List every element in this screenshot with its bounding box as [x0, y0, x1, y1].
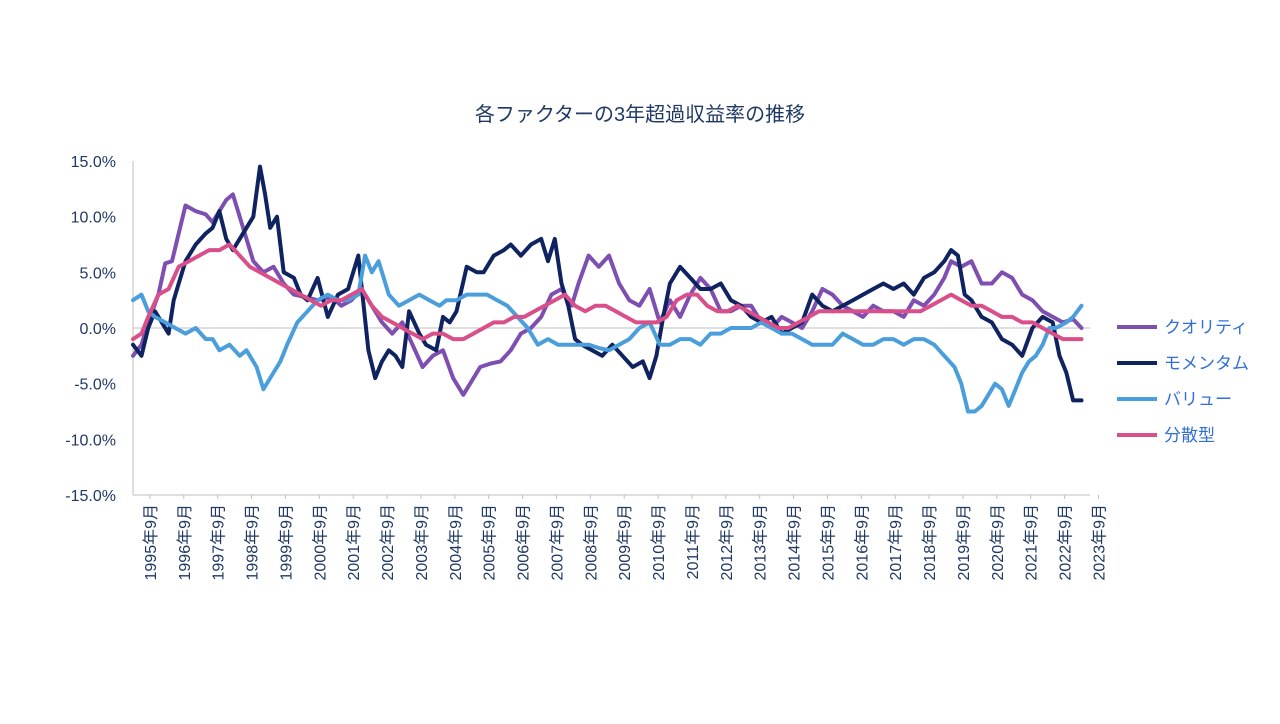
x-tick-label: 2018年9月 — [921, 504, 939, 581]
x-tick-label: 2021年9月 — [1023, 504, 1041, 581]
x-tick-label: 2002年9月 — [379, 504, 397, 581]
x-tick-label: 2010年9月 — [650, 504, 668, 581]
x-tick-label: 1995年9月 — [142, 504, 160, 581]
legend-label: クオリティ — [1164, 318, 1248, 337]
x-tick-label: 2023年9月 — [1090, 504, 1108, 581]
x-tick-label: 1997年9月 — [210, 504, 228, 581]
y-tick-label: -10.0% — [65, 432, 116, 449]
x-tick-label: 2015年9月 — [819, 504, 837, 581]
x-tick-label: 1999年9月 — [277, 504, 295, 581]
x-tick-label: 2022年9月 — [1057, 504, 1075, 581]
axes — [132, 161, 1090, 496]
x-tick-label: 2006年9月 — [515, 504, 533, 581]
x-tick-label: 1996年9月 — [176, 504, 194, 581]
x-tick-label: 2008年9月 — [582, 504, 600, 581]
legend-label: バリュー — [1164, 390, 1232, 409]
x-tick-label: 2014年9月 — [786, 504, 804, 581]
legend-label: 分散型 — [1164, 426, 1215, 445]
y-tick-label: 5.0% — [80, 265, 116, 282]
chart-title: 各ファクターの3年超過収益率の推移 — [475, 103, 805, 126]
series-lines — [131, 164, 1084, 414]
x-tick-label: 2005年9月 — [481, 504, 499, 581]
x-tick-label: 2001年9月 — [345, 504, 363, 581]
x-tick-label: 2003年9月 — [413, 504, 431, 581]
x-axis-ticks: 1995年9月 1996年9月 1997年9月 1998年9月 1999年9月 2000年… — [142, 495, 1108, 581]
x-tick-label: 2013年9月 — [752, 504, 770, 581]
x-tick-label: 2016年9月 — [853, 504, 871, 581]
x-tick-label: 1998年9月 — [244, 504, 262, 581]
x-tick-label: 2000年9月 — [311, 504, 329, 581]
y-tick-label: 10.0% — [71, 210, 116, 227]
series-line-4 — [131, 242, 1084, 342]
y-tick-label: 0.0% — [80, 321, 116, 338]
x-tick-label: 2007年9月 — [548, 504, 566, 581]
series-line-3 — [131, 253, 1084, 414]
y-tick-label: -15.0% — [65, 488, 116, 505]
x-tick-label: 2019年9月 — [955, 504, 973, 581]
series-line-1 — [131, 192, 1084, 397]
legend-label: モメンタム — [1164, 354, 1249, 373]
x-tick-label: 2012年9月 — [718, 504, 736, 581]
x-tick-label: 2011年9月 — [684, 504, 702, 579]
y-tick-label: 15.0% — [71, 154, 116, 171]
y-tick-label: -5.0% — [74, 377, 116, 394]
y-axis-ticks: 15.0% 10.0% 5.0% 0.0% -5.0% -10.0% -15.0% — [65, 154, 116, 505]
x-tick-label: 2009年9月 — [616, 504, 634, 581]
x-tick-label: 2020年9月 — [989, 504, 1007, 581]
x-tick-label: 2004年9月 — [447, 504, 465, 581]
x-tick-label: 2017年9月 — [887, 504, 905, 581]
